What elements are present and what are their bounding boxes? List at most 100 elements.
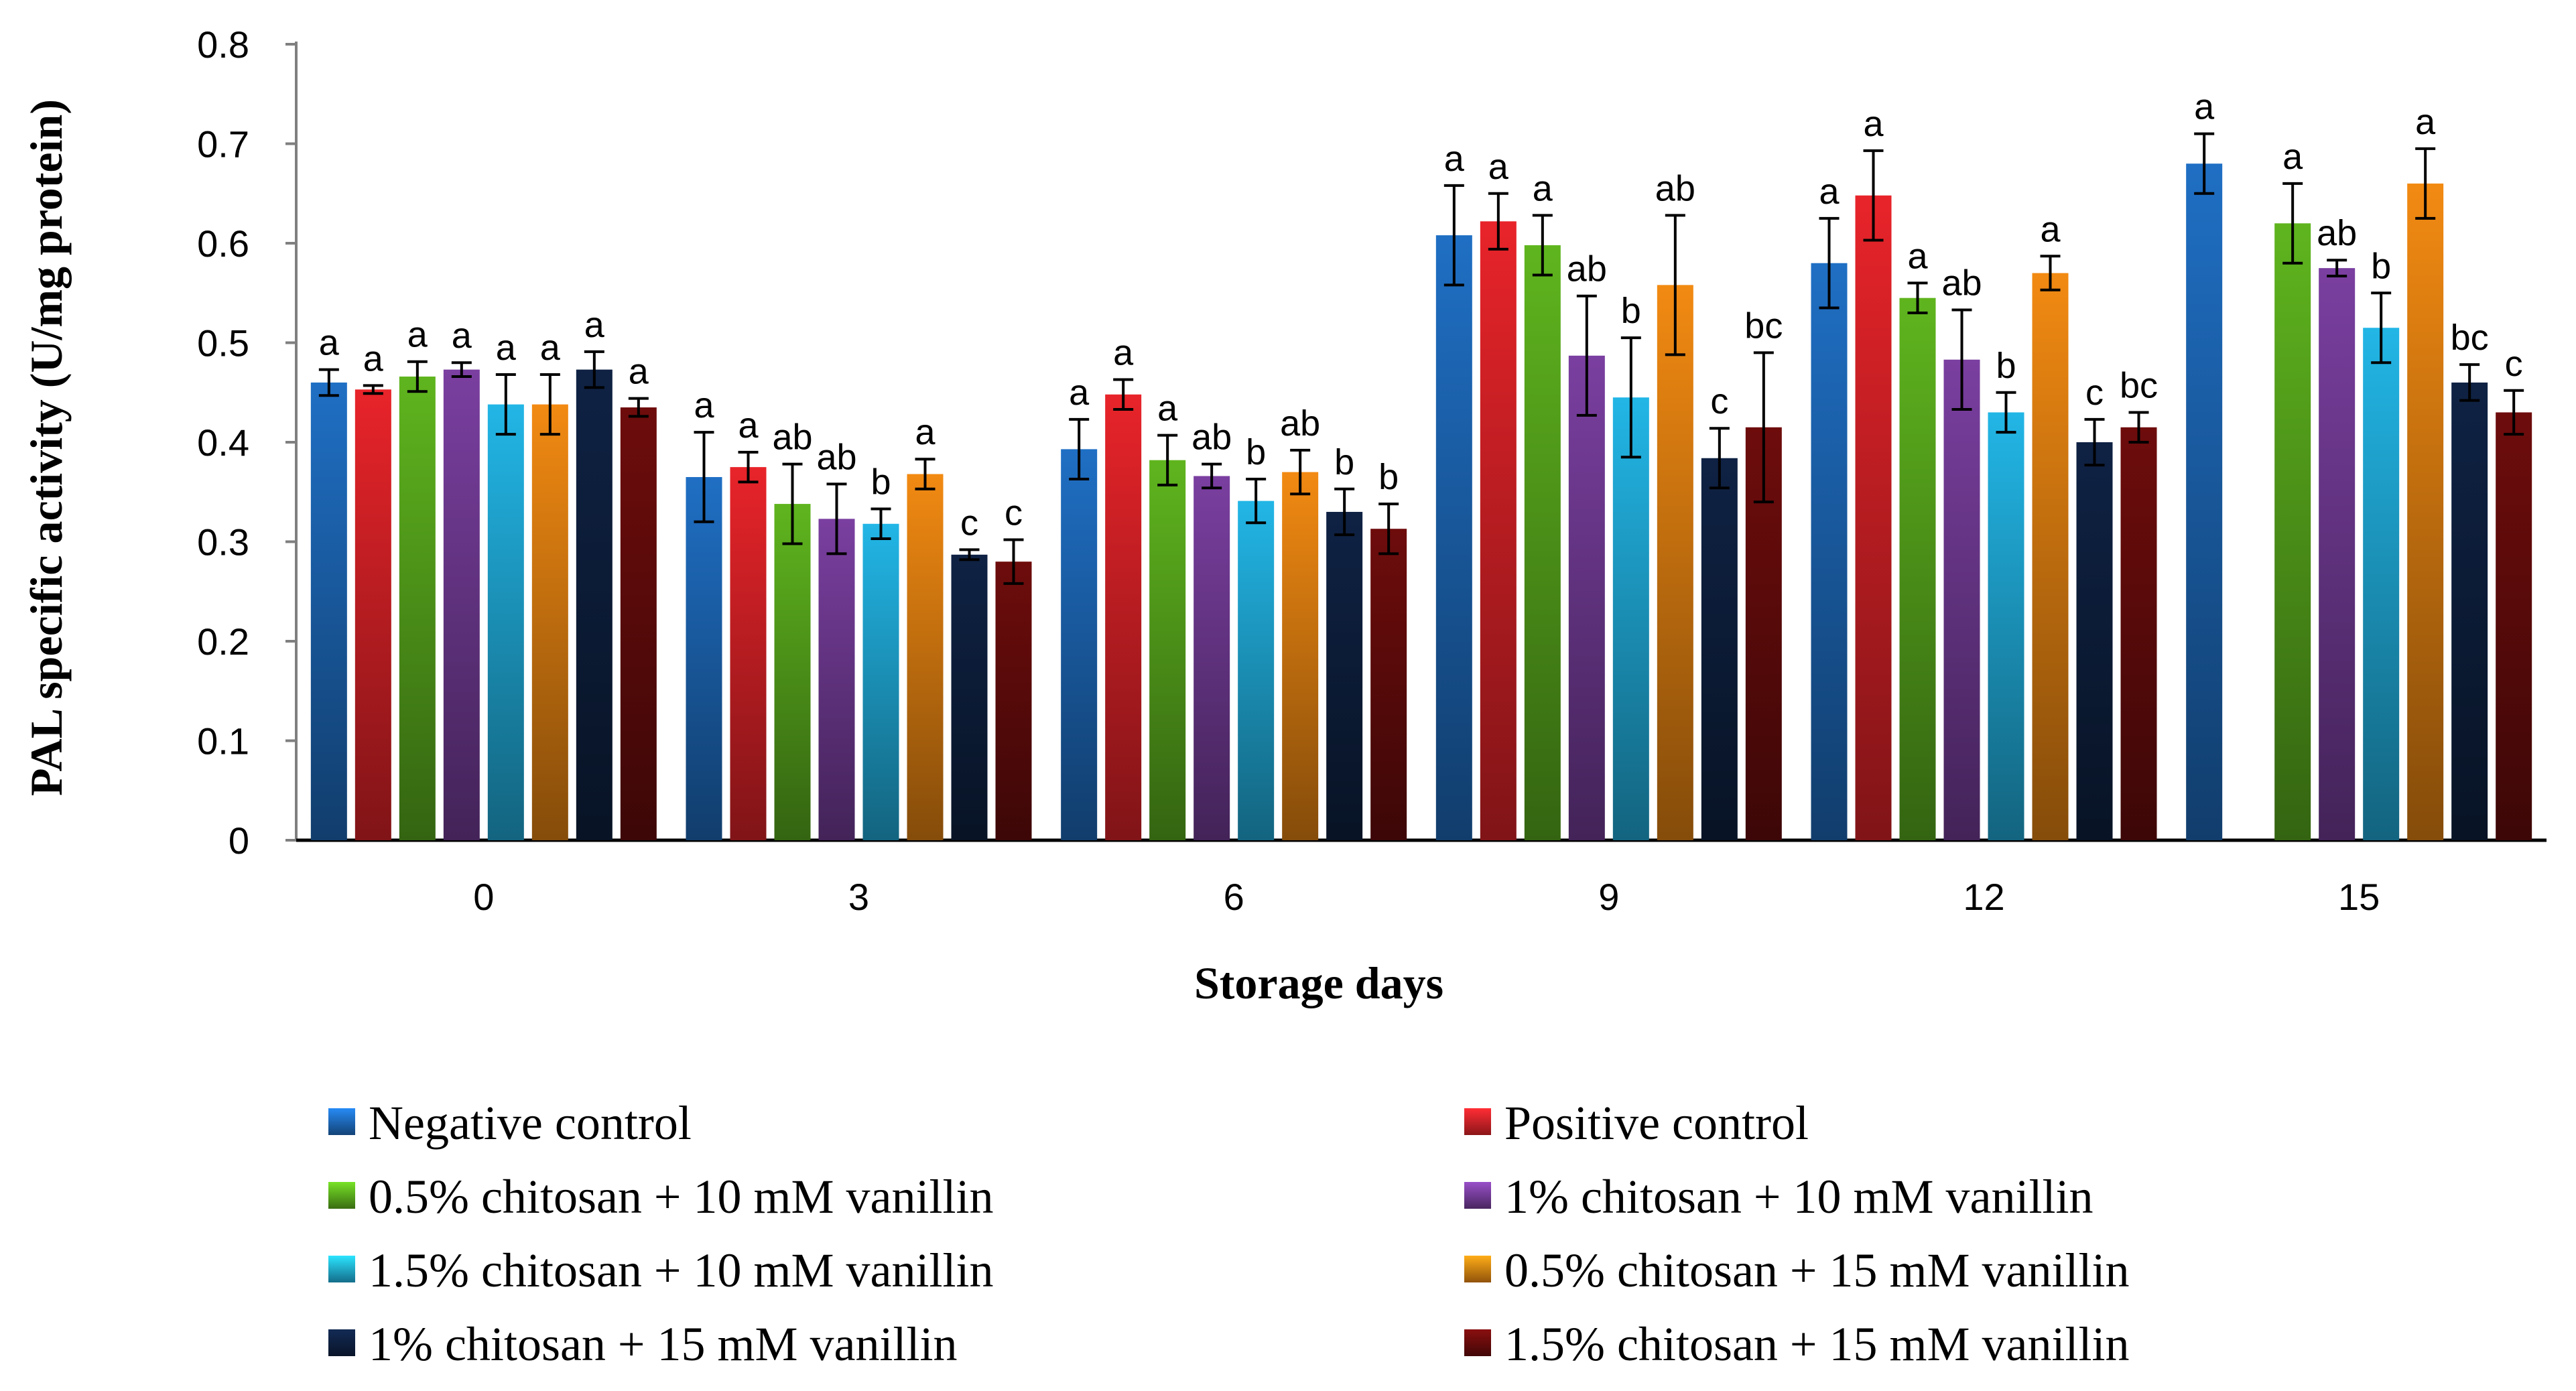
bar — [774, 504, 811, 840]
bar — [576, 369, 613, 840]
significance-letter: ab — [1567, 249, 1607, 289]
x-tick-label: 9 — [1598, 876, 1619, 918]
legend-item: Negative control — [328, 1096, 692, 1150]
significance-letter: ab — [772, 417, 812, 458]
bar — [862, 523, 899, 840]
significance-letter: c — [2505, 344, 2523, 384]
bar — [1701, 458, 1738, 840]
y-tick-label: 0 — [229, 819, 249, 862]
significance-letter: ab — [1941, 263, 1982, 303]
bar — [2496, 412, 2532, 840]
bar — [2186, 163, 2223, 840]
significance-letter: bc — [2120, 365, 2158, 405]
bar — [686, 476, 722, 840]
bar — [2076, 442, 2113, 840]
x-axis: 0 3 6 9 12 15 — [296, 838, 2547, 918]
legend-label: 1.5% chitosan + 15 mM vanillin — [1504, 1317, 2130, 1371]
legend-swatch — [328, 1256, 355, 1282]
legend-swatch — [1464, 1182, 1491, 1209]
bar — [1282, 472, 1319, 840]
legend-swatch — [328, 1182, 355, 1209]
bar — [531, 404, 568, 840]
significance-letter: ab — [1655, 168, 1695, 208]
significance-letter: b — [2371, 246, 2391, 286]
legend-label: Positive control — [1504, 1096, 1809, 1150]
significance-letter: a — [1488, 147, 1509, 187]
bar — [2363, 328, 2400, 841]
significance-letter: a — [2194, 87, 2215, 127]
x-axis-title: Storage days — [1194, 957, 1443, 1008]
legend-item: 0.5% chitosan + 10 mM vanillin — [328, 1170, 994, 1223]
bar — [2032, 273, 2069, 840]
bar — [2319, 268, 2356, 840]
significance-letter: a — [540, 328, 561, 368]
legend-item: Positive control — [1464, 1096, 1809, 1150]
bar — [1480, 221, 1517, 841]
bar — [355, 389, 391, 840]
significance-letter: c — [1005, 493, 1023, 533]
significance-letter: ab — [1280, 403, 1320, 444]
significance-letter: bc — [1744, 306, 1783, 346]
significance-letter: ab — [816, 437, 856, 477]
legend-label: 0.5% chitosan + 15 mM vanillin — [1504, 1244, 2130, 1297]
x-tick-label: 12 — [1963, 876, 2004, 918]
significance-letter: c — [1710, 381, 1728, 421]
legend-item: 0.5% chitosan + 15 mM vanillin — [1464, 1244, 2130, 1297]
y-tick-label: 0.1 — [197, 720, 249, 763]
legend-label: 0.5% chitosan + 10 mM vanillin — [369, 1170, 994, 1223]
bar — [1811, 263, 1848, 840]
significance-letter: a — [407, 315, 428, 355]
significance-letter: a — [1157, 389, 1178, 429]
legend-swatch — [1464, 1329, 1491, 1356]
significance-letter: a — [2282, 137, 2303, 177]
significance-letter: b — [871, 462, 891, 502]
significance-letter: a — [1113, 332, 1134, 373]
bar — [1194, 476, 1230, 840]
bar — [730, 467, 767, 840]
y-tick-label: 0.7 — [197, 123, 249, 165]
legend-item: 1.5% chitosan + 10 mM vanillin — [328, 1244, 994, 1297]
bar — [2407, 183, 2444, 840]
y-tick-label: 0.4 — [197, 421, 249, 464]
significance-letter: a — [1907, 236, 1928, 276]
significance-letter: a — [2415, 102, 2436, 142]
legend-swatch — [328, 1329, 355, 1356]
legend-label: Negative control — [369, 1096, 692, 1150]
significance-letter: b — [1621, 291, 1641, 331]
legend-label: 1% chitosan + 10 mM vanillin — [1504, 1170, 2094, 1223]
y-axis: 0 0.1 0.2 0.3 0.4 0.5 0.6 0.7 0.8 — [197, 23, 298, 862]
bar — [1326, 511, 1363, 840]
bar — [1524, 245, 1561, 841]
bar — [443, 369, 480, 840]
bar — [1657, 285, 1693, 840]
legend-swatch — [1464, 1108, 1491, 1135]
x-tick-label: 15 — [2338, 876, 2380, 918]
significance-letter: a — [496, 328, 517, 368]
bar — [1855, 195, 1892, 841]
y-tick-label: 0.8 — [197, 23, 249, 66]
bar — [2451, 382, 2488, 840]
significance-letter: bc — [2451, 318, 2489, 358]
significance-letter: ab — [2317, 213, 2357, 253]
bar — [487, 404, 524, 840]
significance-letter: a — [319, 323, 340, 363]
y-tick-label: 0.3 — [197, 521, 249, 564]
legend-item: 1% chitosan + 10 mM vanillin — [1464, 1170, 2094, 1223]
significance-letter: c — [2085, 373, 2104, 413]
bar — [310, 382, 347, 840]
significance-letter: b — [1996, 346, 2016, 386]
bar — [1943, 359, 1980, 840]
bar — [907, 474, 944, 840]
y-tick-label: 0.5 — [197, 322, 249, 365]
bar — [1899, 297, 1936, 840]
bar — [995, 561, 1032, 840]
bar — [620, 407, 657, 840]
y-tick-label: 0.6 — [197, 222, 249, 265]
legend-label: 1% chitosan + 15 mM vanillin — [369, 1317, 958, 1371]
y-tick-label: 0.2 — [197, 620, 249, 663]
significance-letter: a — [1444, 139, 1465, 179]
bar — [1105, 394, 1142, 840]
significance-letter: a — [1069, 373, 1090, 413]
significance-letter: ab — [1192, 417, 1232, 458]
